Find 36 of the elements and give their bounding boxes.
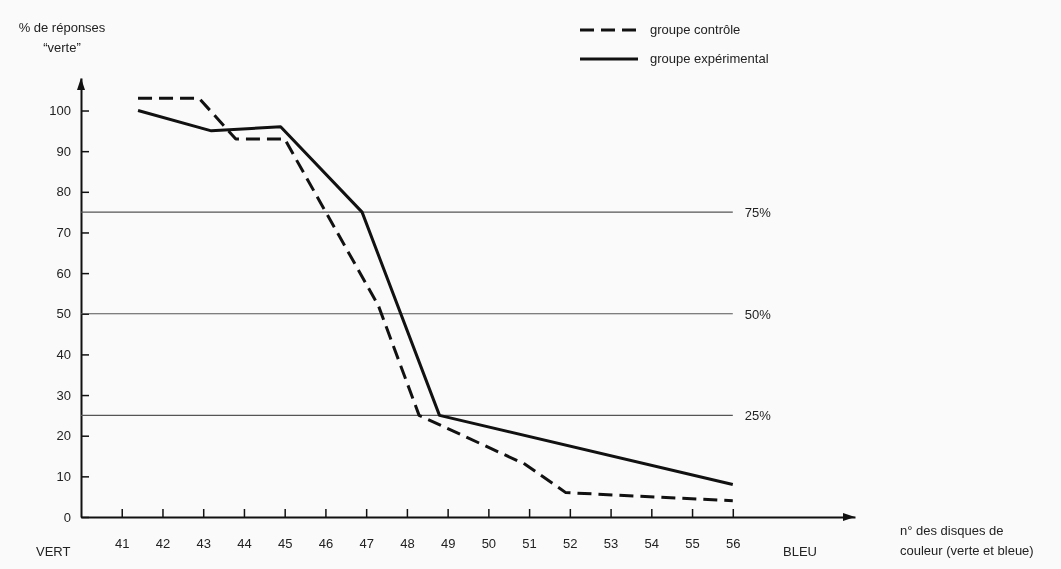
- x-tick-label: 49: [440, 536, 456, 552]
- x-tick-label: 53: [603, 536, 619, 552]
- legend-label: groupe contrôle: [650, 22, 741, 37]
- y-tick-label: 50: [56, 306, 71, 322]
- x-tick-label: 42: [155, 536, 171, 552]
- y-tick-label: 30: [56, 387, 71, 403]
- x-tick-label: 56: [726, 536, 741, 552]
- x-tick-label: 45: [277, 536, 293, 552]
- y-tick-label: 10: [56, 469, 71, 485]
- x-tick-label: 54: [644, 536, 660, 552]
- ref-line-label: 25%: [744, 408, 772, 424]
- x-tick-label: 46: [318, 536, 334, 552]
- y-axis-title: % de réponses “verte”: [18, 20, 106, 55]
- x-tick-label: 44: [237, 536, 252, 552]
- x-tick-label: 51: [522, 536, 537, 552]
- y-tick-label: 40: [56, 347, 71, 363]
- x-tick-label: 50: [481, 536, 497, 552]
- x-tick-label: 48: [400, 536, 415, 552]
- x-tick-label: 47: [359, 536, 374, 552]
- y-tick-label: 90: [56, 143, 71, 159]
- x-tick-label: 55: [685, 536, 700, 552]
- y-tick-label: 0: [63, 509, 71, 525]
- ref-line-label: 50%: [744, 306, 772, 322]
- legend-label: groupe expérimental: [650, 51, 769, 66]
- text: VERT: [36, 544, 71, 559]
- x-tick-label: 52: [563, 536, 578, 552]
- x-axis-title: n° des disques de couleur (verte et bleue): [900, 523, 1034, 558]
- y-tick-label: 80: [56, 184, 71, 200]
- y-tick-label: 100: [49, 103, 71, 119]
- text: BLEU: [783, 544, 817, 559]
- x-tick-label: 43: [196, 536, 211, 552]
- x-tick-label: 41: [115, 536, 130, 552]
- y-tick-label: 70: [56, 225, 71, 241]
- y-tick-label: 60: [56, 265, 71, 281]
- y-tick-label: 20: [56, 428, 71, 444]
- ref-line-label: 75%: [744, 205, 772, 221]
